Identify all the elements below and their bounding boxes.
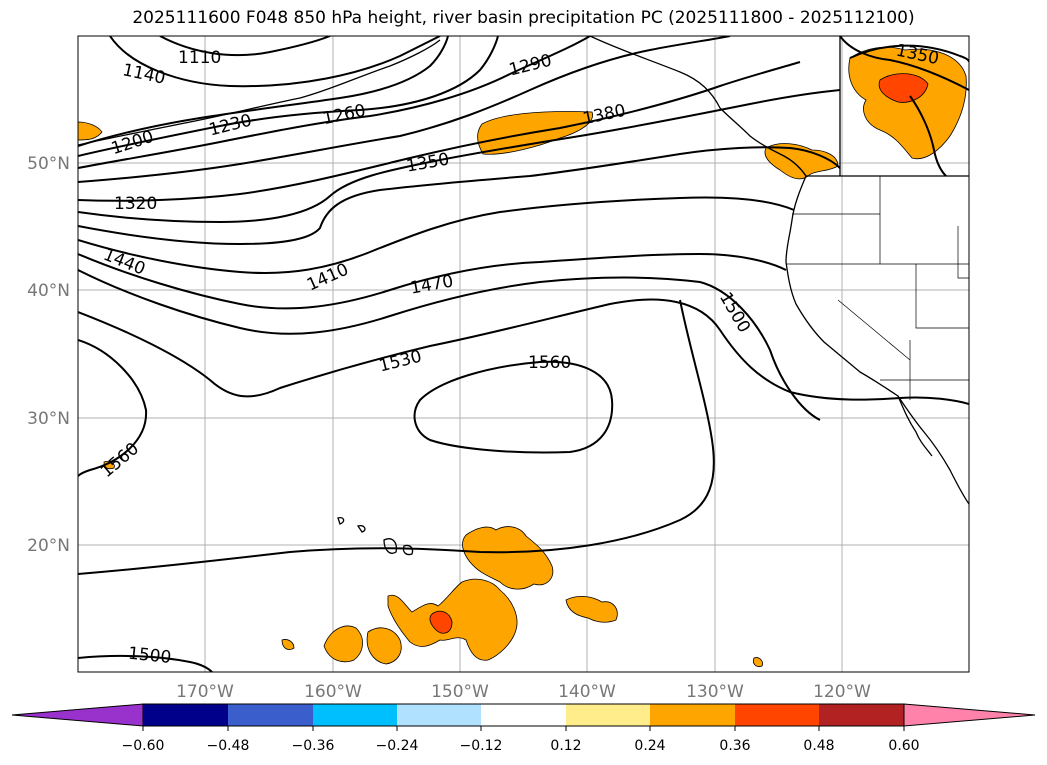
colorbar-bin [819, 704, 904, 726]
hawaii-island [402, 544, 414, 556]
precip-speck-1 [281, 639, 295, 650]
contour-line-1350 [78, 89, 841, 224]
coastlines [78, 36, 969, 556]
contour-label: 1500 [127, 644, 172, 668]
colorbar-tick-label: −0.48 [207, 738, 250, 754]
alaska-coast [589, 36, 807, 177]
us-state-borders [786, 176, 969, 400]
contour-line-1380 [78, 146, 841, 246]
contour-line-canada-1 [909, 95, 947, 177]
lat-label: 40°N [27, 281, 70, 301]
precip-speck-3 [753, 657, 763, 667]
colorbar-bin [228, 704, 313, 726]
precip-core-hawaii [429, 610, 453, 634]
lon-label: 130°W [686, 682, 744, 702]
contour-line-1290 [78, 36, 731, 183]
contour-line-1530-south [78, 299, 715, 575]
colorbar-bin [481, 704, 566, 726]
us-west-coast [785, 175, 969, 505]
aleutian-chain [78, 39, 441, 146]
height-contours [78, 36, 969, 672]
colorbar-bin [397, 704, 481, 726]
contour-line-1260 [78, 36, 591, 169]
contour-line-1380-canada [839, 36, 969, 91]
lon-label: 150°W [431, 682, 489, 702]
contour-line-1200 [78, 36, 449, 147]
precip-area-hawaii-b [387, 578, 518, 661]
colorbar: −0.60 −0.48 −0.36 −0.24 −0.12 0.12 0.24 … [11, 703, 1036, 754]
contour-line-1500 [78, 298, 969, 405]
lon-label: 170°W [176, 682, 234, 702]
colorbar-tick-label: 0.12 [550, 738, 581, 754]
colorbar-bin [143, 704, 228, 726]
colorbar-tick-label: −0.12 [460, 738, 503, 754]
colorbar-bin [313, 704, 397, 726]
contour-line-1560 [413, 360, 614, 454]
map-frame [77, 35, 970, 673]
baja-peninsula [897, 395, 933, 457]
latitude-labels: 50°N 40°N 30°N 20°N [27, 154, 70, 556]
contour-line-1500-south [78, 654, 213, 672]
lon-label: 160°W [304, 682, 362, 702]
contour-line-1230 [78, 36, 499, 157]
lat-label: 20°N [27, 536, 70, 556]
contour-label: 1320 [114, 194, 157, 214]
precip-area-south-2 [366, 627, 402, 665]
precip-core-canada [878, 73, 929, 103]
longitude-labels: 170°W 160°W 150°W 140°W 130°W 120°W [176, 682, 871, 702]
colorbar-bin [566, 704, 650, 726]
lon-label: 140°W [558, 682, 616, 702]
colorbar-frame [142, 703, 905, 727]
graticule [78, 36, 969, 672]
contour-label: 1560 [528, 353, 571, 373]
lat-label: 50°N [27, 154, 70, 174]
contour-line-1350-canada [849, 44, 969, 63]
lat-label: 30°N [27, 409, 70, 429]
colorbar-tick-label: 0.36 [719, 738, 750, 754]
contour-line-1410 [78, 196, 795, 275]
precip-area-vancouver [764, 143, 839, 180]
contour-line-1320 [78, 61, 801, 202]
map-panel: 1110 1140 1200 1230 1260 1290 1320 1350 … [78, 36, 969, 672]
precip-area-hawaii-a [462, 526, 554, 590]
colorbar-tick-label: 0.24 [634, 738, 665, 754]
colorbar-tick-label: −0.36 [292, 738, 335, 754]
contour-line-1140 [109, 36, 441, 88]
contour-line-1560-west [78, 339, 148, 477]
colorbar-ticks [142, 726, 905, 731]
colorbar-bin [650, 704, 735, 726]
contour-line-1440 [78, 252, 787, 310]
precip-area-west-edge [78, 121, 103, 141]
chart-title: 2025111600 F048 850 hPa height, river ba… [132, 8, 915, 28]
colorbar-tick-label: −0.60 [122, 738, 165, 754]
colorbar-tick-label: 0.60 [888, 738, 919, 754]
contour-label: 1110 [178, 48, 221, 68]
precip-area-south-1 [323, 625, 363, 663]
lon-label: 120°W [813, 682, 871, 702]
colorbar-bin [735, 704, 819, 726]
colorbar-tick-label: −0.24 [376, 738, 419, 754]
precip-area-south-3 [565, 596, 618, 623]
colorbar-extend-low [11, 703, 144, 727]
contour-line-1110 [159, 36, 331, 57]
colorbar-extend-high [903, 703, 1036, 727]
contour-line-1470 [78, 269, 821, 421]
colorbar-tick-label: 0.48 [803, 738, 834, 754]
